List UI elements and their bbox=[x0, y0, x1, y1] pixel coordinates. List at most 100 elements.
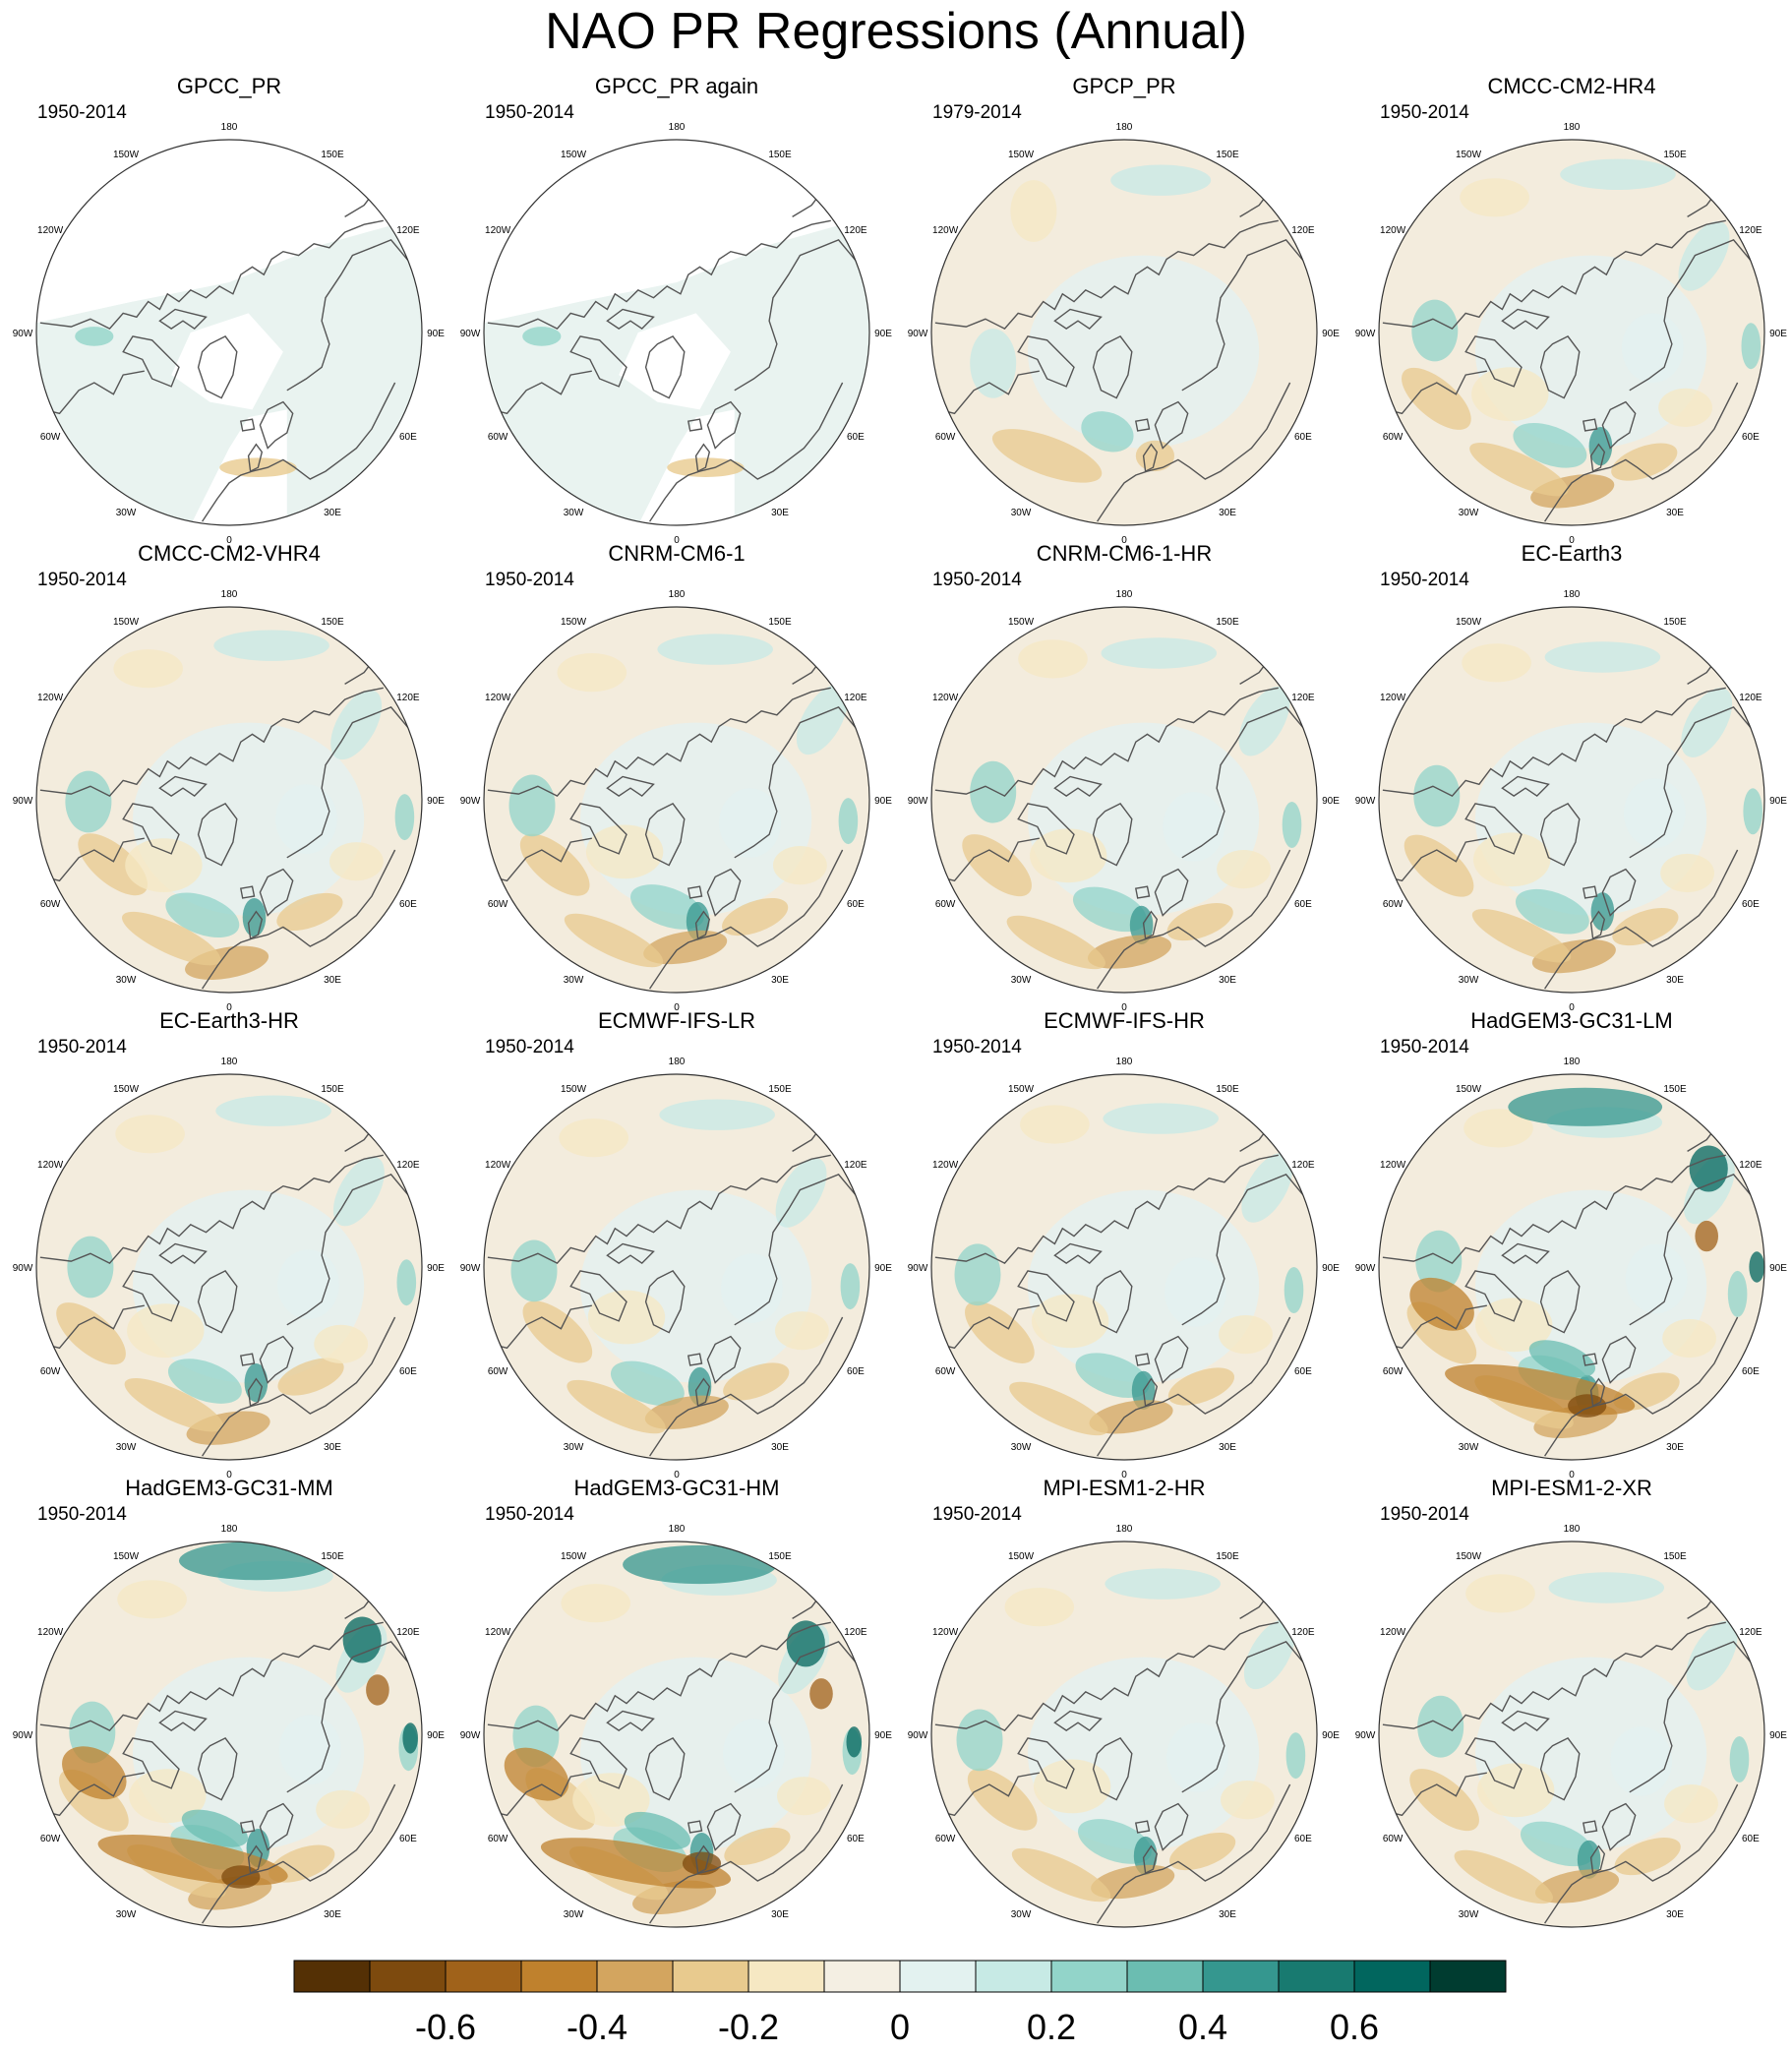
longitude-label: 150E bbox=[768, 150, 792, 160]
longitude-label: 150W bbox=[1008, 1551, 1035, 1562]
longitude-label: 30E bbox=[1666, 1442, 1684, 1453]
longitude-label: 30E bbox=[1219, 508, 1236, 518]
map-border bbox=[1378, 139, 1765, 526]
colorbar-tick-label: 0.4 bbox=[1178, 2007, 1227, 2047]
longitude-label: 60E bbox=[1294, 432, 1312, 443]
longitude-label: 150W bbox=[113, 1551, 140, 1562]
map-border bbox=[1378, 1540, 1765, 1928]
longitude-label: 150W bbox=[1456, 1551, 1482, 1562]
longitude-label: 120E bbox=[1739, 225, 1762, 236]
longitude-label: 180 bbox=[1564, 1524, 1581, 1535]
longitude-label: 150E bbox=[1216, 1551, 1239, 1562]
longitude-label: 120W bbox=[1380, 225, 1406, 236]
map-panel: 180 150E 120E 90E 60E 30E 0 30W 60W 90W 120W 150W GP… bbox=[908, 74, 1341, 546]
longitude-label: 30W bbox=[564, 508, 584, 518]
longitude-label: 90W bbox=[908, 1730, 928, 1741]
regression-field bbox=[962, 637, 1302, 970]
panel-title: EC-Earth3-HR bbox=[159, 1008, 299, 1033]
colorbar-swatch bbox=[445, 1960, 522, 1993]
longitude-label: 90E bbox=[874, 1263, 892, 1274]
regression-field bbox=[1402, 158, 1762, 509]
coastlines bbox=[1382, 1123, 1754, 1457]
panel-title: GPCC_PR bbox=[177, 74, 281, 98]
colorbar-swatch bbox=[747, 1960, 825, 1993]
longitude-label: 120E bbox=[844, 1160, 867, 1171]
coastlines bbox=[934, 656, 1306, 990]
longitude-label: 120E bbox=[1739, 1160, 1762, 1171]
longitude-label: 60W bbox=[935, 1834, 956, 1844]
panel-title: CMCC-CM2-VHR4 bbox=[138, 541, 321, 566]
longitude-label: 60E bbox=[399, 1366, 417, 1377]
longitude-label: 60W bbox=[935, 1366, 956, 1377]
longitude-label: 150W bbox=[113, 150, 140, 160]
map-panel: 180 150E 120E 90E 60E 30E 0 30W 60W 90W 120W 150W EC… bbox=[908, 1008, 1341, 1480]
panel-period: 1950-2014 bbox=[37, 570, 127, 590]
map-panel: 180 150E 120E 90E 60E 30E 0 30W 60W 90W 120W 150W EC… bbox=[13, 1008, 446, 1480]
longitude-label: 30W bbox=[1459, 1442, 1479, 1453]
longitude-label: 0 bbox=[1569, 1002, 1575, 1013]
panel-title: GPCP_PR bbox=[1072, 74, 1175, 98]
colorbar-swatch bbox=[1353, 1960, 1431, 1993]
longitude-label: 120W bbox=[37, 1160, 64, 1171]
longitude-label: 30E bbox=[771, 1442, 789, 1453]
longitude-label: 180 bbox=[669, 589, 686, 600]
panel-period: 1950-2014 bbox=[932, 1037, 1022, 1057]
longitude-label: 60W bbox=[1383, 1834, 1404, 1844]
longitude-label: 90E bbox=[874, 1730, 892, 1741]
longitude-label: 150E bbox=[768, 617, 792, 628]
panel-period: 1950-2014 bbox=[37, 1504, 127, 1525]
longitude-label: 90E bbox=[1769, 796, 1787, 807]
longitude-label: 60E bbox=[847, 432, 865, 443]
map-panel: 180 150E 120E 90E 60E 30E 0 30W 60W 90W 120W 150W CN… bbox=[460, 541, 893, 1013]
regression-field bbox=[36, 140, 422, 525]
longitude-label: 60E bbox=[847, 1366, 865, 1377]
longitude-label: 120W bbox=[37, 1627, 64, 1638]
longitude-label: 30W bbox=[564, 1909, 584, 1920]
longitude-label: 150E bbox=[1216, 150, 1239, 160]
longitude-label: 30E bbox=[324, 975, 341, 986]
colorbar-graphic: -0.6 -0.4 -0.2 0 0.2 0.4 0.6 bbox=[293, 1960, 1507, 2047]
panel-period: 1950-2014 bbox=[932, 570, 1022, 590]
longitude-label: 90E bbox=[1769, 329, 1787, 339]
longitude-label: 150E bbox=[1663, 617, 1687, 628]
longitude-label: 150E bbox=[321, 617, 344, 628]
map-border bbox=[930, 139, 1318, 526]
longitude-label: 150E bbox=[768, 1084, 792, 1095]
longitude-label: 150E bbox=[1216, 617, 1239, 628]
regression-field bbox=[970, 164, 1260, 483]
coastlines bbox=[487, 189, 859, 522]
longitude-label: 180 bbox=[221, 122, 238, 133]
longitude-label: 150W bbox=[113, 1084, 140, 1095]
longitude-label: 150W bbox=[1008, 1084, 1035, 1095]
longitude-label: 30E bbox=[324, 508, 341, 518]
longitude-label: 120E bbox=[1291, 1160, 1315, 1171]
map-border bbox=[483, 606, 870, 994]
longitude-label: 90E bbox=[1322, 1730, 1340, 1741]
regression-field bbox=[954, 1103, 1304, 1436]
longitude-label: 180 bbox=[669, 1524, 686, 1535]
regression-field bbox=[56, 1095, 417, 1445]
longitude-label: 90E bbox=[1322, 1263, 1340, 1274]
longitude-label: 30E bbox=[1219, 975, 1236, 986]
map-panel: 180 150E 120E 90E 60E 30E 0 30W 60W 90W 120W 150W CM… bbox=[1355, 74, 1788, 546]
panel-title: ECMWF-IFS-HR bbox=[1044, 1008, 1205, 1033]
panel-period: 1950-2014 bbox=[485, 570, 574, 590]
longitude-label: 30W bbox=[564, 975, 584, 986]
panel-title: CNRM-CM6-1 bbox=[608, 541, 745, 566]
longitude-label: 120W bbox=[1380, 1160, 1406, 1171]
longitude-label: 120W bbox=[485, 1160, 511, 1171]
regression-field bbox=[1409, 1572, 1750, 1904]
longitude-label: 120W bbox=[932, 693, 959, 703]
longitude-label: 90E bbox=[427, 329, 445, 339]
longitude-label: 120E bbox=[1291, 1627, 1315, 1638]
panel-title: MPI-ESM1-2-HR bbox=[1043, 1476, 1205, 1500]
longitude-label: 90E bbox=[1322, 796, 1340, 807]
regression-field bbox=[510, 1099, 861, 1434]
longitude-label: 60W bbox=[1383, 432, 1404, 443]
colorbar-tick-label: 0 bbox=[890, 2007, 910, 2047]
longitude-label: 30W bbox=[1459, 508, 1479, 518]
map-border bbox=[930, 1540, 1318, 1928]
longitude-label: 90E bbox=[427, 796, 445, 807]
longitude-label: 90W bbox=[460, 329, 481, 339]
map-border bbox=[35, 1073, 423, 1461]
